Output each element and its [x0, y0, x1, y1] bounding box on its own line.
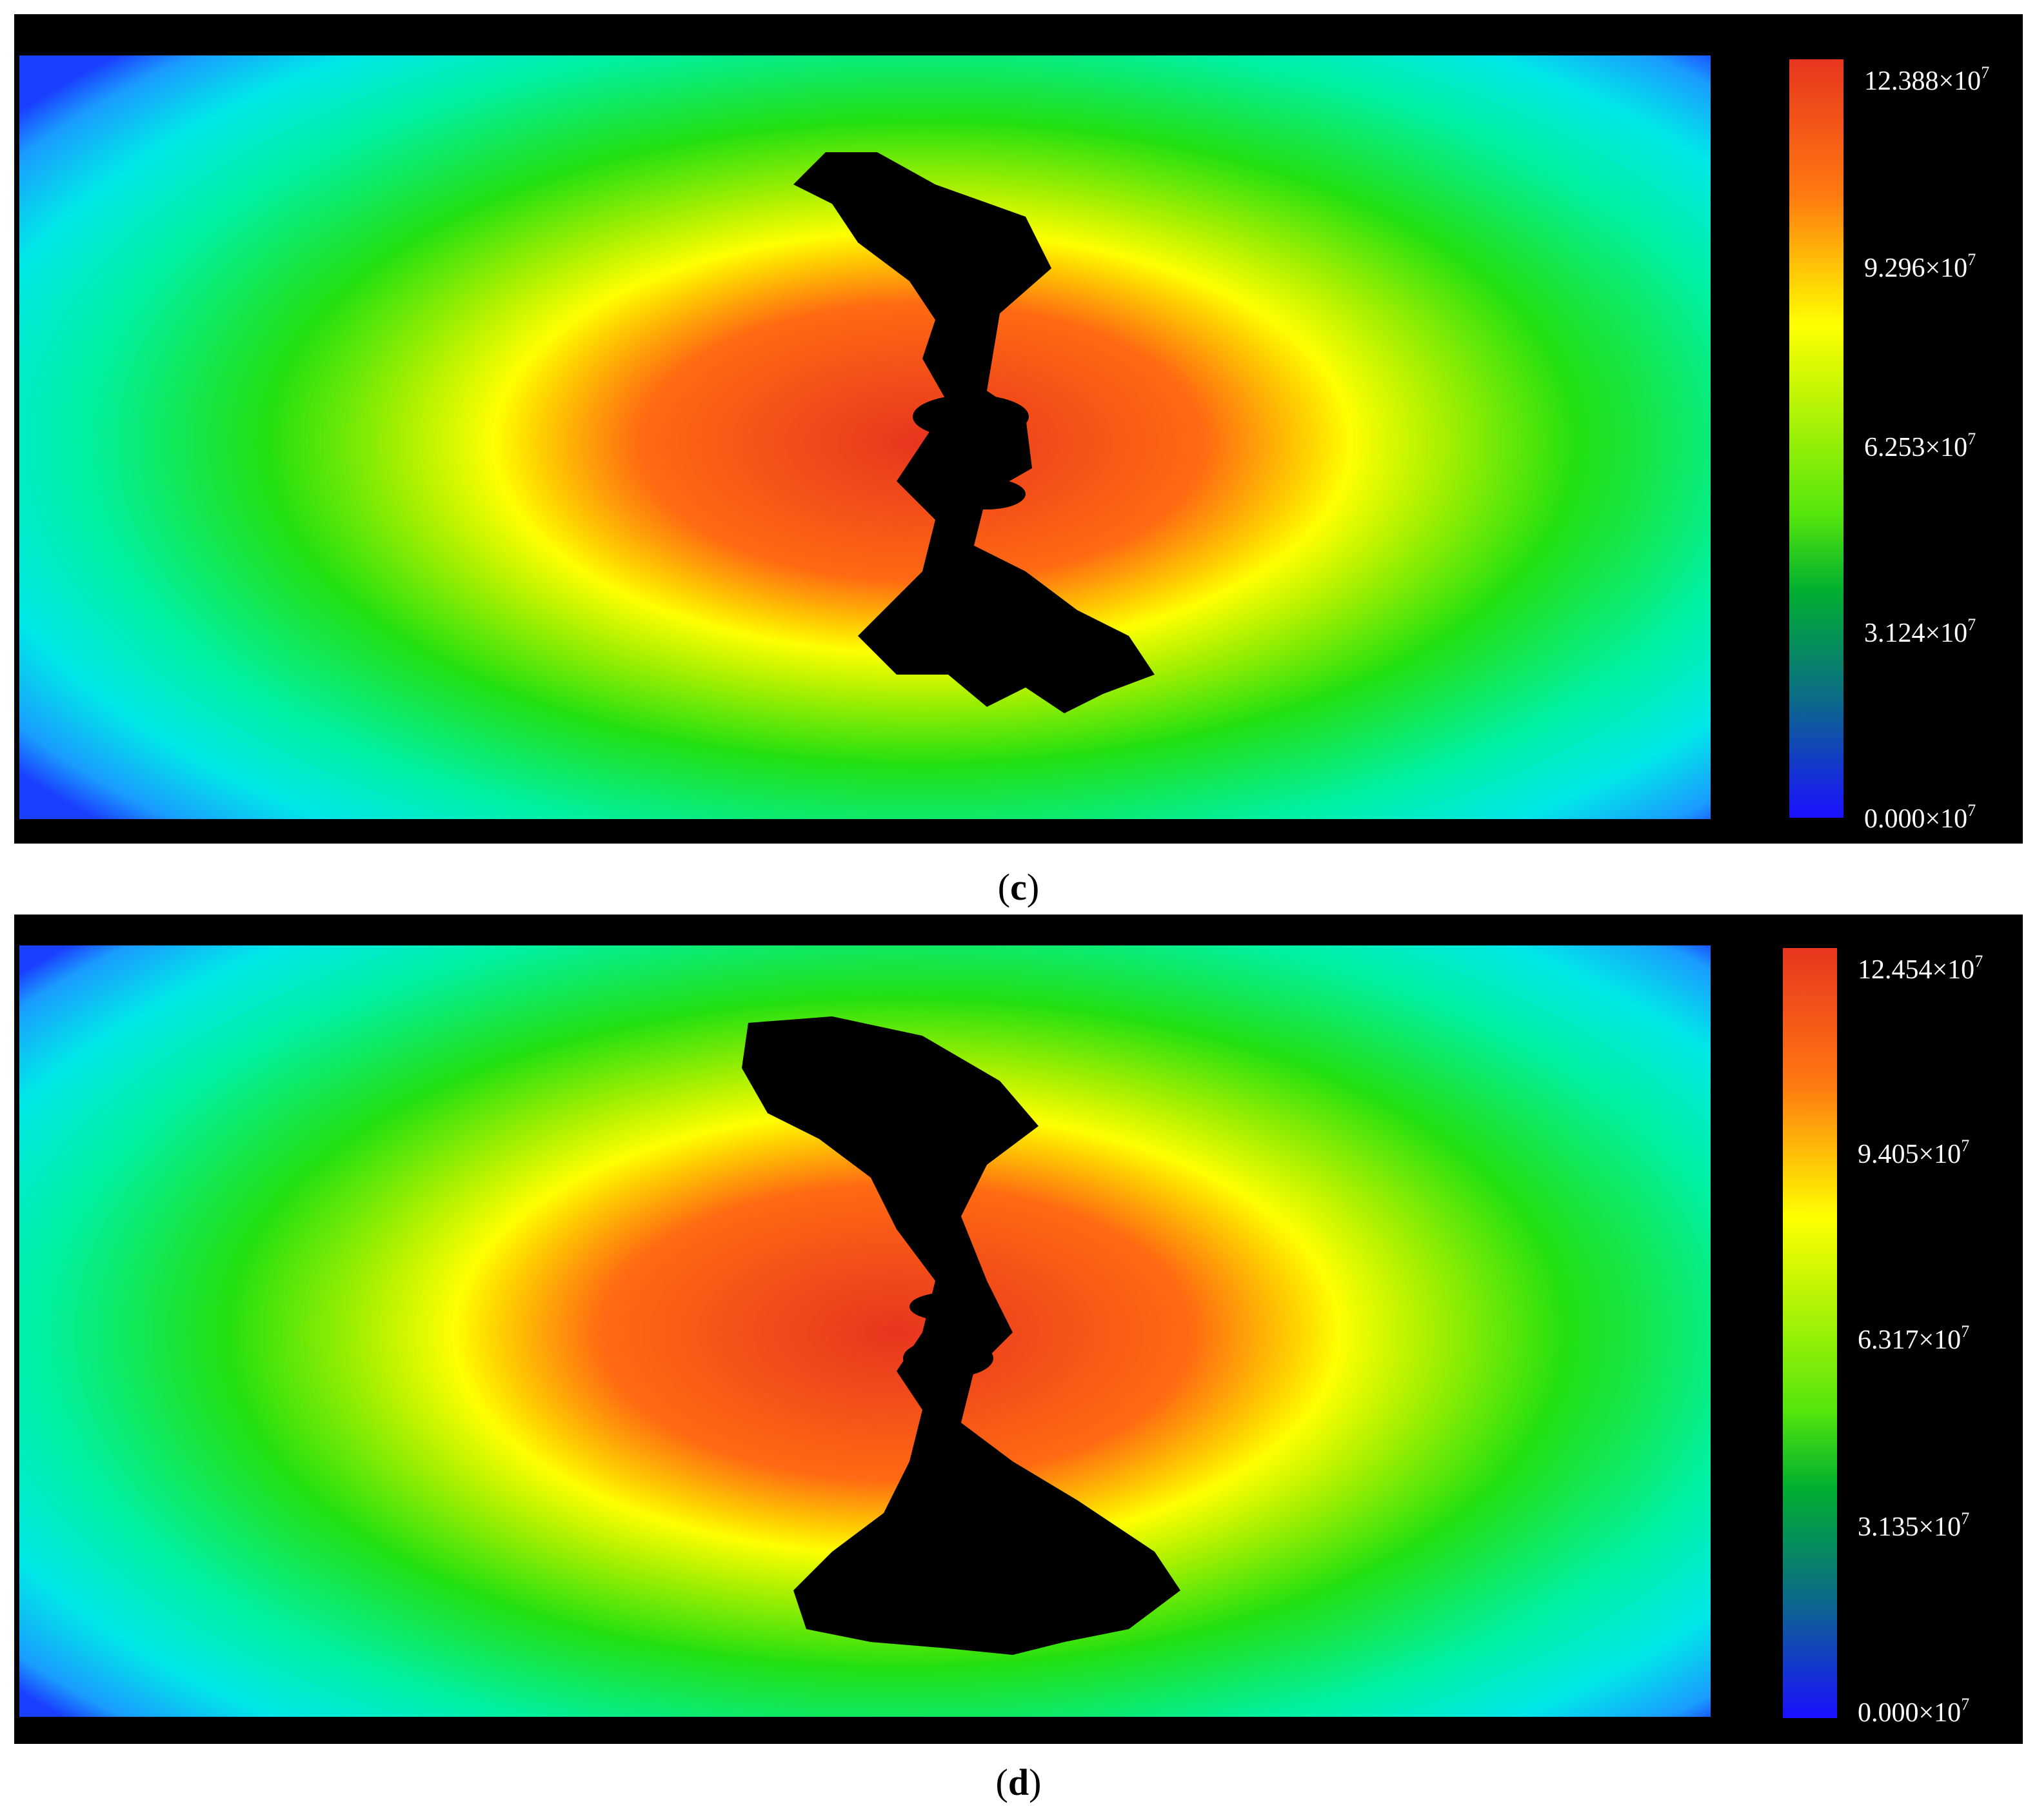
- colorbar-tick-d: 3.135×107: [1858, 1509, 1970, 1542]
- stress-field-c: [19, 55, 1711, 819]
- colorbar-tick-d: 9.405×107: [1858, 1136, 1970, 1169]
- contour-panel-d: 12.454×107 9.405×107 6.317×107 3.135×107…: [14, 915, 2023, 1744]
- stress-gradient: [19, 55, 1711, 819]
- colorbar-d: [1783, 948, 1837, 1718]
- contour-panel-c: 12.388×107 9.296×107 6.253×107 3.124×107…: [14, 14, 2023, 844]
- colorbar-c: [1789, 59, 1843, 818]
- stress-contour-c: [19, 55, 1711, 819]
- stress-gradient: [19, 945, 1711, 1717]
- damage-node-c: [913, 395, 1029, 439]
- caption-d: (d): [995, 1761, 1042, 1803]
- colorbar-tick-c-max: 12.388×107: [1864, 63, 1990, 96]
- caption-c: (c): [997, 866, 1040, 908]
- colorbar-tick-d-min: 0.000×107: [1858, 1695, 1970, 1728]
- colorbar-tick-d-max: 12.454×107: [1858, 952, 1983, 985]
- damage-crack-d: [742, 1016, 1180, 1655]
- colorbar-tick-c: 9.296×107: [1864, 250, 1976, 283]
- colorbar-tick-c: 3.124×107: [1864, 615, 1976, 648]
- damage-node-d: [903, 1339, 993, 1378]
- colorbar-tick-d: 6.317×107: [1858, 1322, 1970, 1355]
- damage-node-c-lower: [948, 479, 1026, 509]
- stress-field-d: [19, 945, 1711, 1717]
- colorbar-tick-c-min: 0.000×107: [1864, 801, 1976, 834]
- stress-contour-d: [19, 945, 1711, 1717]
- colorbar-tick-c: 6.253×107: [1864, 430, 1976, 462]
- damage-node-d-upper: [909, 1292, 987, 1321]
